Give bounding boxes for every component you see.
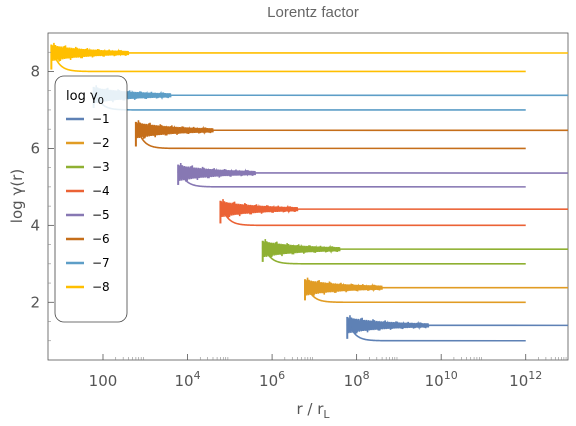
series-lower-line — [177, 165, 526, 188]
x-tick-label: 1010 — [425, 369, 458, 390]
legend-item: −3 — [66, 160, 110, 174]
series-upper-line — [177, 162, 569, 182]
legend-item: −7 — [66, 256, 110, 270]
x-axis-ticks: 100 104 106 108 1010 1012 — [89, 354, 567, 390]
series-lower-line — [92, 87, 526, 111]
legend-item: −8 — [66, 280, 110, 294]
series-8 — [50, 42, 569, 73]
y-tick-label: 8 — [30, 62, 40, 80]
y-axis-title: log γ(r) — [8, 169, 26, 223]
legend-label: −5 — [92, 208, 110, 222]
x-tick-label: 1012 — [509, 369, 542, 390]
legend-item: −2 — [66, 136, 110, 150]
series-upper-line — [304, 277, 569, 297]
y-tick-label: 6 — [30, 139, 40, 157]
x-tick-label: 108 — [344, 369, 370, 390]
series-upper-line — [135, 120, 569, 139]
y-tick-label: 2 — [30, 293, 40, 311]
legend-label: −3 — [92, 160, 110, 174]
series-upper-line — [50, 42, 569, 62]
series-6 — [134, 120, 569, 150]
legend-item: −6 — [66, 232, 110, 246]
y-axis-ticks: 2 4 6 8 — [30, 51, 54, 342]
x-tick-label: 104 — [174, 369, 200, 390]
series-1 — [346, 315, 569, 342]
series-upper-line — [92, 85, 569, 104]
legend-label: −4 — [92, 184, 110, 198]
legend-label: −1 — [92, 112, 110, 126]
series-layer — [50, 42, 569, 342]
x-tick-label: 100 — [89, 372, 118, 390]
legend-item: −4 — [66, 184, 110, 198]
series-7 — [92, 85, 569, 111]
legend-label: −2 — [92, 136, 110, 150]
legend: log γ0 −1 −2 −3 −4 −5 −6 −7 −8 — [54, 75, 128, 323]
legend-item: −5 — [66, 208, 110, 222]
series-lower-line — [304, 279, 526, 304]
series-lower-line — [135, 122, 526, 150]
series-2 — [303, 277, 569, 304]
legend-box — [54, 75, 128, 323]
series-3 — [261, 239, 569, 265]
series-lower-line — [219, 201, 526, 227]
x-axis-title: r / rL — [296, 400, 330, 421]
series-5 — [177, 162, 569, 188]
series-lower-line — [50, 45, 526, 73]
series-4 — [219, 199, 569, 227]
series-lower-line — [261, 241, 526, 265]
series-lower-line — [346, 317, 526, 342]
series-upper-line — [261, 239, 569, 258]
series-upper-line — [346, 315, 569, 334]
legend-label: −6 — [92, 232, 110, 246]
x-tick-label: 106 — [259, 369, 285, 390]
legend-title: log γ0 — [66, 89, 104, 107]
series-upper-line — [219, 199, 569, 218]
chart-title: Lorentz factor — [267, 4, 359, 21]
legend-label: −7 — [92, 256, 110, 270]
y-tick-label: 4 — [30, 216, 40, 234]
legend-item: −1 — [66, 112, 110, 126]
legend-label: −8 — [92, 280, 110, 294]
